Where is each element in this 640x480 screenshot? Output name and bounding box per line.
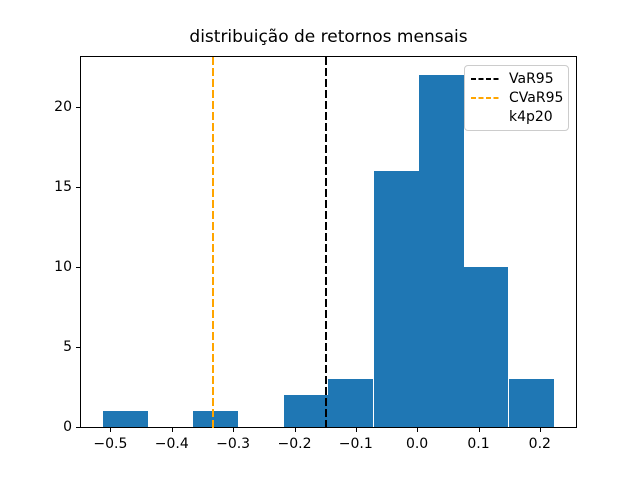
histogram-bar	[328, 378, 374, 427]
histogram-bar	[508, 378, 554, 427]
x-tick	[417, 428, 419, 432]
x-tick-label: 0.1	[467, 436, 490, 452]
legend-entry-k4p20: k4p20	[471, 109, 562, 125]
x-tick	[233, 428, 235, 432]
var95-line	[325, 57, 328, 428]
y-tick	[76, 106, 80, 108]
y-tick-label: 10	[54, 258, 72, 275]
legend-empty-handle	[471, 116, 499, 118]
x-tick-label: 0.2	[528, 436, 551, 452]
x-tick	[171, 428, 173, 432]
y-tick	[76, 186, 80, 188]
x-tick-label: −0.5	[93, 436, 128, 452]
x-tick	[110, 428, 112, 432]
legend: VaR95 CVaR95 k4p20	[464, 65, 569, 131]
legend-label: VaR95	[509, 71, 554, 88]
y-tick-label: 15	[54, 178, 72, 195]
x-tick-label: −0.2	[277, 436, 312, 452]
y-tick	[76, 266, 80, 268]
histogram-bar	[373, 170, 419, 427]
x-tick-label: −0.4	[154, 436, 189, 452]
y-tick-label: 5	[63, 338, 72, 355]
x-tick	[294, 428, 296, 432]
histogram-bar	[463, 266, 509, 427]
y-tick-label: 20	[54, 98, 72, 115]
x-tick-label: −0.3	[216, 436, 251, 452]
legend-entry-cvar95: CVaR95	[471, 89, 564, 106]
x-tick	[539, 428, 541, 432]
histogram-bar	[418, 74, 464, 427]
y-tick-label: 0	[63, 419, 72, 435]
x-tick	[478, 428, 480, 432]
x-tick-label: −0.1	[338, 436, 373, 452]
x-tick-label: 0.0	[405, 436, 429, 452]
legend-entry-var95: VaR95	[471, 71, 562, 87]
chart-title: distribuição de retornos mensais	[189, 27, 468, 47]
legend-dashed-line-sample	[471, 96, 499, 99]
histogram-bar	[193, 411, 239, 427]
y-tick	[76, 427, 80, 428]
legend-label: k4p20	[509, 108, 553, 125]
legend-label: CVaR95	[509, 89, 564, 106]
histogram-bar	[283, 395, 329, 427]
x-tick	[355, 428, 357, 432]
cvar95-line	[211, 57, 214, 428]
y-tick	[76, 346, 80, 348]
legend-dashed-line-sample	[471, 78, 499, 81]
histogram-bar	[103, 411, 149, 427]
